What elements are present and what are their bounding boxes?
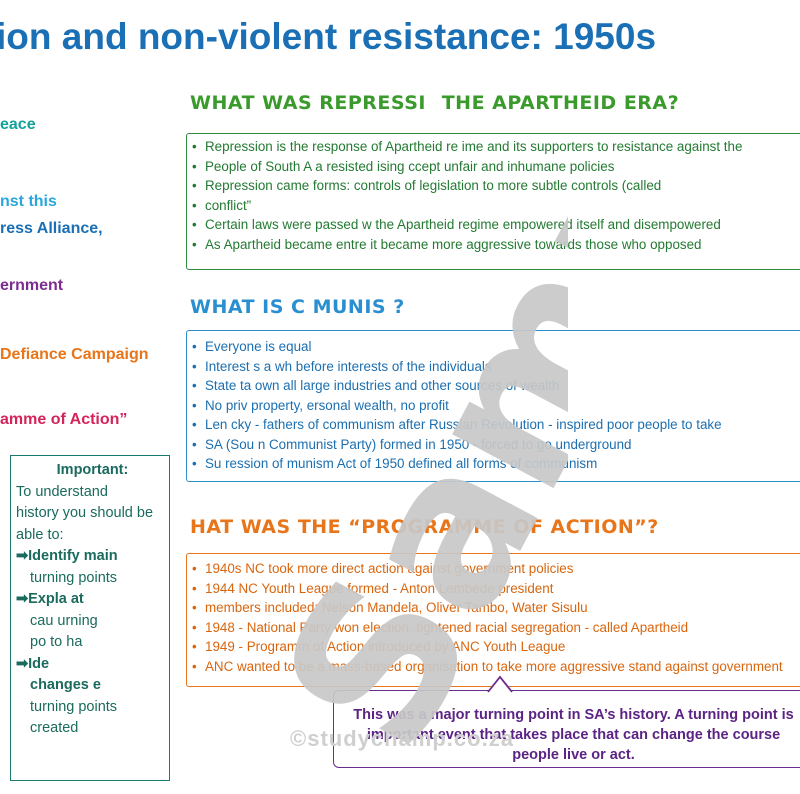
arrow-right-icon: ➡	[16, 548, 29, 564]
step-text: turning points	[30, 698, 118, 715]
step-identify-changes: ➡Ide	[16, 655, 50, 672]
list-item: Repression is the response of Apartheid …	[192, 137, 800, 157]
communism-heading: What is c munis ?	[190, 296, 405, 318]
repression-list: Repression is the response of Apartheid …	[187, 137, 800, 254]
list-item: People of South A a resisted ising ccept…	[192, 157, 800, 177]
important-heading: Important:	[56, 462, 129, 478]
list-item: Everyone is equal	[192, 337, 800, 357]
left-topic-4: ernment	[0, 277, 64, 294]
programme-box: 1940s NC took more direct action against…	[186, 553, 800, 687]
step-text: turning points	[30, 569, 118, 586]
step-text: changes e	[30, 677, 101, 693]
important-box: Important: To understand history you sho…	[10, 455, 170, 781]
step-explain: ➡Expla at	[16, 591, 84, 607]
list-item: SA (Sou n Communist Party) formed in 195…	[192, 435, 800, 455]
programme-list: 1940s NC took more direct action against…	[187, 559, 800, 676]
programme-heading: hat was the “Programme of Action”?	[190, 516, 659, 538]
list-item: Interest s a wh before interests of the …	[192, 357, 800, 377]
callout-line: people live or act.	[512, 747, 635, 763]
list-item-continuation: conflict”	[192, 196, 800, 216]
step-text: po to ha	[30, 634, 83, 650]
list-item: As Apartheid became entre it became more…	[192, 235, 800, 255]
repression-box: Repression is the response of Apartheid …	[186, 133, 800, 270]
page-title: ion and non-violent resistance: 1950s	[0, 16, 657, 57]
left-topic-5: Defiance Campaign	[0, 346, 149, 363]
important-text: able to:	[16, 526, 64, 543]
important-text: To understand	[16, 483, 108, 500]
step-identify: ➡Identify main	[16, 548, 118, 564]
step-text: created	[30, 720, 79, 736]
list-item: 1948 - National Party won election, tigh…	[192, 618, 800, 638]
list-item: ANC wanted to be a mass-based organisati…	[192, 657, 800, 677]
callout-tail	[487, 675, 513, 693]
important-text: history you should be	[16, 505, 154, 521]
repression-heading: What was repressi the Apartheid era?	[190, 92, 680, 114]
copyright-watermark: ©studychamp.co.za	[290, 726, 514, 751]
arrow-right-icon: ➡	[16, 655, 29, 672]
communism-box: Everyone is equal Interest s a wh before…	[186, 330, 800, 482]
list-item: Certain laws were passed w the Apartheid…	[192, 215, 800, 235]
left-topic-2: nst this	[0, 193, 57, 210]
list-item: 1949 - Programm of Action introduced by …	[192, 637, 800, 657]
callout-line: important event that takes place that ca…	[366, 727, 781, 743]
list-item: 1940s NC took more direct action against…	[192, 559, 800, 579]
callout-line: This was a major turning point in SA’s h…	[353, 707, 794, 723]
left-topic-6: amme of Action”	[0, 411, 128, 428]
list-item: 1944 NC Youth League formed - Anton Lemb…	[192, 579, 800, 599]
list-item: Len cky - fathers of communism after Rus…	[192, 415, 800, 435]
list-item: Su ression of munism Act of 1950 defined…	[192, 454, 800, 474]
list-item: State ta own all large industries and ot…	[192, 376, 800, 396]
arrow-right-icon: ➡	[16, 591, 29, 607]
step-text: cau urning	[30, 612, 98, 629]
list-item: members included: Nelson Mandela, Oliver…	[192, 598, 800, 618]
list-item: Repression came forms: controls of legis…	[192, 176, 800, 196]
left-topic-1: eace	[0, 116, 36, 133]
left-topic-3: ress Alliance,	[0, 220, 103, 237]
communism-list: Everyone is equal Interest s a wh before…	[187, 337, 800, 474]
turning-point-callout: This was a major turning point in SA’s h…	[333, 690, 800, 768]
list-item: No priv property, ersonal wealth, no pro…	[192, 396, 800, 416]
